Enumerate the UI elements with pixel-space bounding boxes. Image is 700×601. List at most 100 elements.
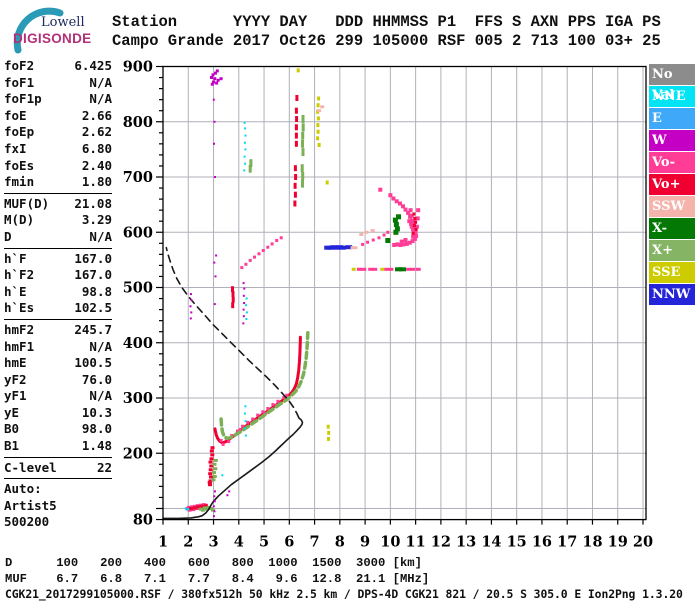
param-row: h`Es 102.5 <box>4 300 112 317</box>
param-label: B0 <box>4 421 20 437</box>
spread-f-salmon-dots <box>317 109 322 113</box>
param-label: foEp <box>4 124 35 140</box>
e-region-o-trace-red <box>210 446 215 450</box>
interference-purple-dots <box>242 315 245 318</box>
e-region-o-trace-red <box>208 472 213 476</box>
spread-f-hook-pink <box>412 236 417 241</box>
e-region-o-trace-red <box>196 505 201 509</box>
header-block: Station YYYY DAY DDD HHMMSS P1 FFS S AXN… <box>112 13 661 50</box>
profile-topside-dashed <box>165 246 300 419</box>
e-region-x-trace-green <box>211 478 216 482</box>
row-533-pink-dashes <box>372 267 378 271</box>
y-tick-label: 700 <box>123 169 153 186</box>
header-line-2: Campo Grande 2017 Oct26 299 105000 RSF 0… <box>112 31 661 50</box>
param-value: 21.08 <box>74 195 112 211</box>
param-value: 2.40 <box>81 157 112 173</box>
khaki-dot-column <box>327 436 330 441</box>
legend-item-vo-: Vo- <box>649 152 695 173</box>
param-value: 1.80 <box>81 174 112 190</box>
f-region-o-trace-pink-dots <box>261 410 265 414</box>
spread-f-hook-pink <box>409 222 414 226</box>
khaki-dot-column <box>325 180 329 185</box>
row-533-pink-dashes <box>361 267 367 271</box>
green-dash-column <box>301 179 304 188</box>
diagonal-pink-scatter <box>240 266 244 270</box>
param-label: yE <box>4 404 20 420</box>
spread-f-hook-pink <box>378 187 383 192</box>
x-tick-label: 19 <box>608 534 628 551</box>
dmuf-table: D 100 200 400 600 800 1000 1500 3000 [km… <box>5 555 429 587</box>
x-tick-label: 15 <box>507 534 527 551</box>
param-value: 3.29 <box>81 212 112 228</box>
red-dash-column <box>293 200 297 207</box>
param-row: h`F2 167.0 <box>4 267 112 284</box>
top-purple-cluster <box>211 73 215 77</box>
param-label: hmF2 <box>4 321 35 337</box>
green-dash-column <box>300 164 304 173</box>
spread-f-hook-pink <box>398 243 403 247</box>
spread-f-hook-pink <box>414 234 419 239</box>
diagonal-pink-scatter <box>377 236 381 240</box>
param-row: foF1p N/A <box>4 91 112 108</box>
x-tick-label: 8 <box>335 534 345 551</box>
spread-f-hook-red <box>414 220 418 224</box>
x-tick-label: 18 <box>582 534 602 551</box>
interference-cyan-dots <box>244 148 247 151</box>
spread-f-hook-pink <box>395 242 400 247</box>
x-tick-label: 5 <box>259 534 269 551</box>
x-tick-label: 12 <box>431 534 451 551</box>
row-533-yellow-dashes <box>380 267 385 271</box>
diagonal-pink-scatter <box>270 242 274 246</box>
legend-item-x-: X- <box>649 218 695 239</box>
param-footer-row: Auto: <box>4 481 42 497</box>
diagonal-pink-scatter <box>266 245 270 249</box>
interference-cyan-dots <box>245 304 248 307</box>
khaki-dot-column <box>316 116 320 121</box>
param-row: C-level 22 <box>4 460 112 477</box>
dmuf-muf-line: MUF 6.7 6.8 7.1 7.7 8.4 9.6 12.8 21.1 [M… <box>5 572 430 587</box>
interference-purple-dots <box>213 120 216 123</box>
interference-purple-dots <box>228 490 231 493</box>
interference-purple-dots <box>213 495 216 498</box>
param-value: N/A <box>89 388 112 404</box>
diagonal-pink-scatter <box>261 249 265 252</box>
khaki-dot-column <box>316 123 320 128</box>
interference-purple-dots <box>226 494 229 497</box>
interference-cyan-dots <box>243 155 246 158</box>
f-region-o-trace-pink-dots <box>246 420 250 424</box>
legend-item-ssw: SSW <box>649 196 695 217</box>
param-value: 100.5 <box>74 355 112 371</box>
interference-purple-dots <box>190 311 193 314</box>
spread-f-hook-pink <box>411 227 416 232</box>
e-region-o-trace-red <box>210 453 215 457</box>
param-label: fmin <box>4 174 35 190</box>
interference-purple-dots <box>189 317 192 320</box>
spread-f-hook-pink <box>409 213 414 218</box>
diagonal-pink-scatter <box>386 230 390 234</box>
interference-cyan-dots <box>245 318 248 320</box>
top-purple-cluster <box>213 77 217 81</box>
red-dash-column <box>295 95 299 101</box>
interference-cyan-dots <box>244 134 247 137</box>
param-row: foEp 2.62 <box>4 124 112 141</box>
spread-f-hook-pink <box>409 224 414 229</box>
f-region-o-trace-pink-dots <box>251 417 255 421</box>
diagonal-pink-scatter <box>279 236 283 240</box>
spread-f-hook-pink <box>392 243 397 247</box>
khaki-dot-column <box>296 68 300 73</box>
row-533-pink-dashes <box>388 267 394 271</box>
e-region-o-trace-pink <box>195 507 200 510</box>
interference-cyan-dots <box>221 474 224 477</box>
row-533-pink-dashes <box>415 267 421 271</box>
spread-f-hook-pink <box>391 196 396 201</box>
e-region-x-trace-green <box>202 506 207 510</box>
interference-purple-dots <box>243 302 246 304</box>
f-region-o-trace-pink-dots <box>256 413 260 417</box>
f-region-o-trace-pink-dots <box>219 439 223 442</box>
interference-purple-dots <box>212 98 215 101</box>
spread-f-hook-pink <box>403 207 408 212</box>
x-tick-label: 1 <box>158 534 168 551</box>
spread-f-hook-pink <box>401 242 406 247</box>
spread-f-hook-pink <box>411 234 416 239</box>
